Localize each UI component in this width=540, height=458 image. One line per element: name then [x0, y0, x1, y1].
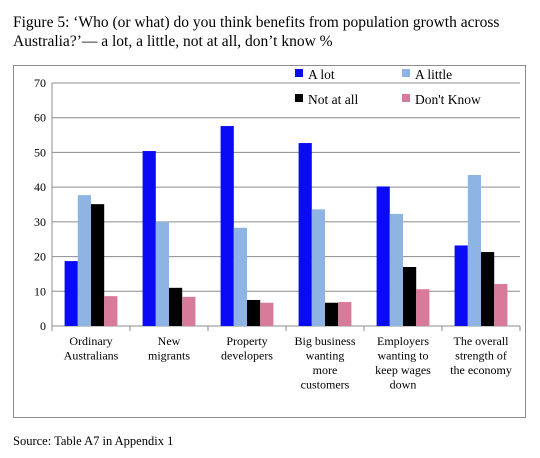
x-category-label: the economy — [450, 363, 512, 377]
x-category-label: migrants — [148, 349, 190, 363]
bar — [389, 213, 403, 326]
bar — [338, 302, 352, 326]
x-category-label: down — [390, 378, 417, 392]
x-category-label: wanting to — [378, 349, 429, 363]
bar — [376, 186, 390, 326]
x-category-label: Australians — [64, 349, 119, 363]
x-category-label: Ordinary — [69, 334, 112, 348]
bar — [104, 296, 118, 326]
x-category-label: keep wages — [375, 363, 431, 377]
legend-swatch — [402, 69, 410, 77]
bar — [311, 209, 325, 326]
x-category-label: strength of — [455, 349, 507, 363]
legend-label: Don't Know — [415, 92, 481, 107]
chart-frame: 0 10 20 30 40 50 60 70 Ordinary Australians New mig… — [13, 65, 526, 418]
y-tick-label: 60 — [34, 111, 46, 125]
x-category-label: wanting — [306, 349, 345, 363]
legend-swatch — [295, 94, 303, 102]
y-tick-label: 20 — [34, 250, 46, 264]
source-note: Source: Table A7 in Appendix 1 — [13, 434, 174, 448]
y-tick-label: 40 — [34, 180, 46, 194]
bar — [182, 296, 196, 326]
bar — [494, 283, 508, 326]
bar — [155, 221, 169, 326]
legend-swatch — [402, 94, 410, 102]
x-category-label: developers — [221, 349, 273, 363]
bar — [220, 126, 234, 326]
legend-swatch — [295, 69, 303, 77]
bar — [142, 151, 156, 326]
x-category-label: more — [313, 363, 338, 377]
bar — [260, 302, 274, 326]
legend-label: Not at all — [308, 92, 358, 107]
bar — [77, 195, 91, 326]
legend-label: A lot — [308, 67, 335, 82]
legend-label: A little — [415, 67, 452, 82]
bar — [481, 252, 495, 326]
bar — [91, 204, 105, 326]
bar — [298, 143, 312, 326]
y-tick-label: 30 — [34, 215, 46, 229]
x-category-label: The overall — [454, 334, 510, 348]
x-category-label: Employers — [377, 334, 429, 348]
bar — [247, 299, 261, 326]
y-tick-label: 70 — [34, 76, 46, 90]
bar — [233, 227, 247, 326]
bar — [403, 266, 417, 326]
x-category-label: Property — [226, 334, 267, 348]
y-tick-label: 10 — [34, 284, 46, 298]
figure-caption: Figure 5: ‘Who (or what) do you think be… — [13, 14, 500, 50]
y-tick-label: 50 — [34, 145, 46, 159]
y-tick-label: 0 — [40, 319, 46, 333]
bar — [169, 287, 183, 326]
bar — [325, 302, 339, 326]
bar — [64, 261, 78, 326]
bar — [416, 289, 430, 326]
x-category-label: customers — [301, 378, 350, 392]
bar — [467, 174, 481, 326]
bar — [454, 245, 468, 326]
x-category-label: Big business — [294, 334, 355, 348]
x-category-label: New — [158, 334, 181, 348]
